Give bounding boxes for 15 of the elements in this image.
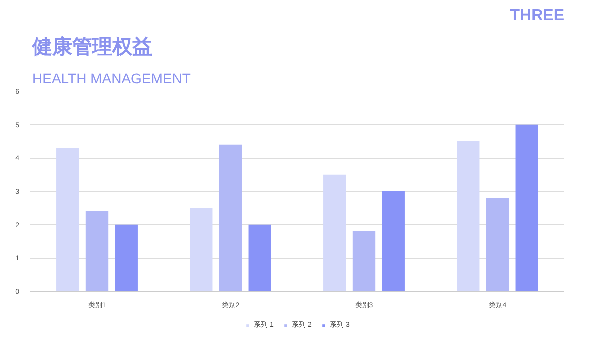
- chart-subtitle: HEALTH MANAGEMENT: [32, 70, 192, 86]
- bar: [115, 224, 138, 292]
- text: THREE: [510, 8, 565, 24]
- bar: [352, 232, 376, 292]
- bar: [486, 198, 510, 292]
- bar: [457, 142, 480, 292]
- bar: [516, 124, 538, 292]
- chart-title: 健康管理权益: [32, 36, 152, 58]
- bar: [86, 212, 109, 292]
- bar: [219, 144, 242, 292]
- bar: [382, 192, 405, 292]
- bar: [324, 174, 346, 292]
- bar: [248, 224, 272, 292]
- bar: [190, 208, 213, 292]
- bar: [56, 148, 80, 292]
